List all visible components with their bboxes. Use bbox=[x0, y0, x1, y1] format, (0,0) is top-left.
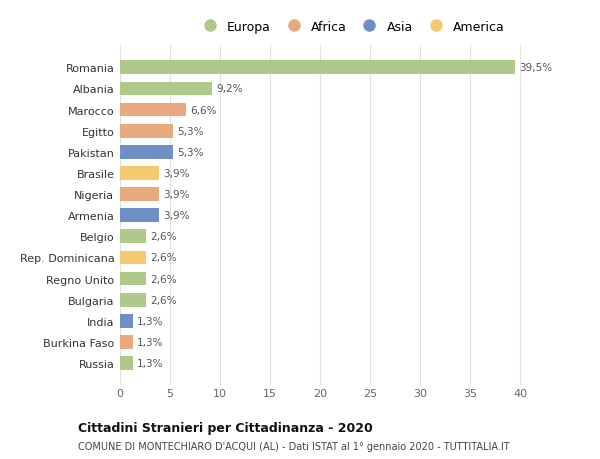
Bar bbox=[120, 272, 146, 286]
Bar bbox=[120, 293, 146, 307]
Text: 39,5%: 39,5% bbox=[519, 63, 552, 73]
Bar bbox=[120, 103, 186, 117]
Text: 1,3%: 1,3% bbox=[137, 316, 163, 326]
Text: 2,6%: 2,6% bbox=[150, 295, 176, 305]
Text: 3,9%: 3,9% bbox=[163, 190, 190, 200]
Bar bbox=[120, 83, 212, 96]
Text: COMUNE DI MONTECHIARO D'ACQUI (AL) - Dati ISTAT al 1° gennaio 2020 - TUTTITALIA.: COMUNE DI MONTECHIARO D'ACQUI (AL) - Dat… bbox=[78, 441, 509, 451]
Text: 9,2%: 9,2% bbox=[216, 84, 242, 94]
Text: 3,9%: 3,9% bbox=[163, 211, 190, 221]
Bar bbox=[120, 251, 146, 265]
Text: 5,3%: 5,3% bbox=[177, 126, 203, 136]
Bar bbox=[120, 314, 133, 328]
Text: 3,9%: 3,9% bbox=[163, 168, 190, 179]
Bar bbox=[120, 146, 173, 159]
Text: 1,3%: 1,3% bbox=[137, 358, 163, 368]
Bar bbox=[120, 209, 159, 223]
Bar bbox=[120, 230, 146, 244]
Text: 1,3%: 1,3% bbox=[137, 337, 163, 347]
Bar bbox=[120, 188, 159, 202]
Text: Cittadini Stranieri per Cittadinanza - 2020: Cittadini Stranieri per Cittadinanza - 2… bbox=[78, 421, 373, 434]
Legend: Europa, Africa, Asia, America: Europa, Africa, Asia, America bbox=[194, 18, 508, 36]
Bar bbox=[120, 124, 173, 138]
Bar bbox=[120, 336, 133, 349]
Text: 5,3%: 5,3% bbox=[177, 147, 203, 157]
Text: 2,6%: 2,6% bbox=[150, 253, 176, 263]
Bar bbox=[120, 62, 515, 75]
Bar bbox=[120, 357, 133, 370]
Text: 2,6%: 2,6% bbox=[150, 274, 176, 284]
Text: 2,6%: 2,6% bbox=[150, 232, 176, 242]
Text: 6,6%: 6,6% bbox=[190, 106, 217, 115]
Bar bbox=[120, 167, 159, 180]
